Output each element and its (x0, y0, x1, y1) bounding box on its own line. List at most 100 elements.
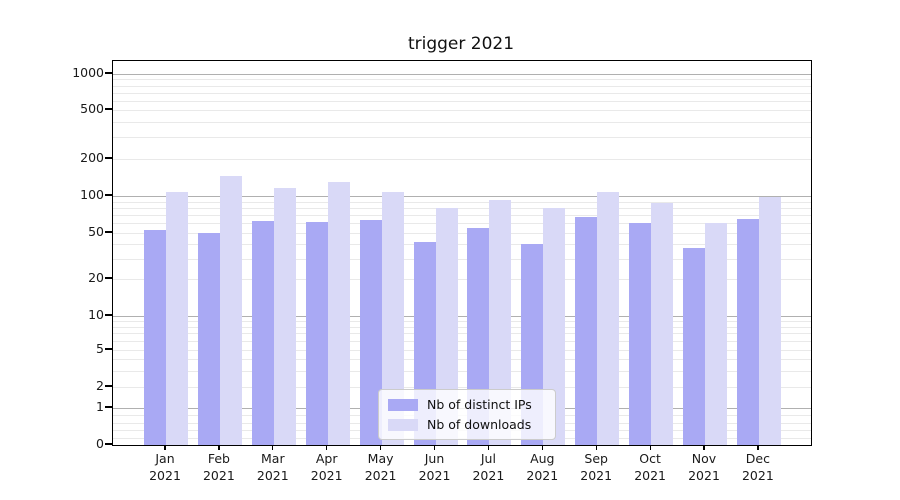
y-axis-tick-label: 10 (88, 307, 104, 322)
y-axis-tick-label: 1 (96, 399, 104, 414)
gridline-minor (113, 207, 811, 209)
bar-distinct-ips-feb (197, 233, 220, 445)
y-axis-tick-mark (105, 277, 112, 279)
x-axis-tick-mark (757, 445, 759, 450)
gridline-minor (113, 100, 811, 102)
y-axis-tick-label: 1000 (72, 65, 104, 80)
bar-downloads-jan (166, 191, 188, 445)
y-axis-tick-mark (105, 194, 112, 196)
gridline-minor (113, 85, 811, 87)
legend-label-downloads: Nb of downloads (427, 417, 532, 432)
bar-distinct-ips-sep (575, 216, 598, 445)
x-axis-tick-label: Mar 2021 (256, 451, 289, 483)
x-axis-tick-label: May 2021 (364, 451, 397, 483)
bar-distinct-ips-nov (683, 248, 705, 445)
gridline-minor (113, 223, 811, 225)
gridline-minor (113, 233, 811, 234)
y-axis-tick-mark (105, 385, 112, 387)
bar-downloads-aug (543, 207, 566, 445)
legend-item-downloads: Nb of downloads (388, 417, 546, 432)
gridline-minor (113, 387, 811, 388)
x-axis-tick-label: Apr 2021 (310, 451, 343, 483)
bar-distinct-ips-oct (629, 223, 652, 445)
y-axis-tick-mark (105, 314, 112, 316)
y-axis-tick-mark (105, 348, 112, 350)
bar-downloads-mar (273, 188, 296, 445)
gridline-major (113, 316, 811, 317)
legend-swatch-downloads (388, 418, 418, 431)
legend-label-distinct-ips: Nb of distinct IPs (427, 397, 532, 412)
gridline-minor (113, 201, 811, 203)
gridline-minor (113, 279, 811, 280)
gridline-minor (113, 321, 811, 323)
y-axis-tick-mark (105, 406, 112, 408)
x-axis-tick-mark (487, 445, 490, 450)
gridline-minor (113, 79, 811, 81)
gridline-minor (113, 92, 811, 94)
x-axis-tick-label: Dec 2021 (741, 451, 774, 483)
bar-downloads-jun (435, 207, 458, 445)
gridline-minor (113, 110, 811, 111)
gridline-minor (113, 244, 811, 246)
y-axis-tick-label: 200 (80, 150, 104, 165)
y-axis-tick-mark (105, 72, 112, 74)
bar-distinct-ips-apr (305, 221, 328, 445)
y-axis-tick-label: 0 (96, 436, 104, 451)
gridline-minor (113, 350, 811, 351)
y-axis-tick-label: 5 (96, 341, 104, 356)
x-axis-tick-label: Oct 2021 (634, 451, 666, 483)
bar-distinct-ips-may (359, 219, 382, 445)
gridline-minor (113, 370, 811, 372)
x-axis-tick-mark (433, 445, 436, 450)
x-axis-tick-mark (595, 445, 597, 450)
x-axis-tick-label: Sep 2021 (580, 451, 613, 483)
y-axis-tick-label: 500 (80, 101, 104, 116)
y-axis-tick-label: 100 (80, 187, 104, 202)
bar-downloads-dec (758, 197, 781, 445)
y-axis-tick-mark (105, 157, 112, 159)
x-axis-tick-mark (380, 445, 382, 450)
gridline-minor (113, 359, 811, 360)
gridline-minor (113, 258, 811, 260)
bar-downloads-jul (489, 199, 512, 445)
gridline-minor (113, 326, 811, 328)
bar-downloads-oct (651, 202, 674, 445)
x-axis-tick-mark (326, 445, 328, 450)
x-axis-tick-label: Jun 2021 (418, 451, 451, 483)
x-axis-tick-mark (703, 445, 705, 450)
y-axis-tick-label: 50 (88, 224, 104, 239)
gridline-minor (113, 341, 811, 343)
x-axis-tick-label: Feb 2021 (202, 451, 235, 483)
legend-item-distinct-ips: Nb of distinct IPs (388, 397, 546, 412)
gridline-minor (113, 333, 811, 335)
x-axis-tick-label: Jan 2021 (149, 451, 181, 483)
legend: Nb of distinct IPs Nb of downloads (378, 389, 556, 440)
x-axis-tick-mark (541, 445, 543, 450)
y-axis-tick-mark (105, 108, 112, 110)
gridline-minor (113, 159, 811, 160)
bar-downloads-apr (327, 182, 350, 445)
x-axis-tick-mark (164, 445, 166, 450)
y-axis-tick-mark (105, 443, 112, 445)
gridline-minor (113, 137, 811, 139)
plot-area (112, 60, 812, 446)
bar-downloads-feb (219, 176, 242, 445)
bar-distinct-ips-jan (144, 229, 166, 445)
x-axis-tick-label: Nov 2021 (688, 451, 720, 483)
y-axis-tick-label: 2 (96, 378, 104, 393)
bar-downloads-nov (705, 223, 727, 445)
bar-distinct-ips-dec (736, 218, 759, 445)
gridline-major (113, 74, 811, 75)
x-axis-tick-mark (272, 445, 274, 450)
gridline-minor (113, 121, 811, 123)
chart-title: trigger 2021 (407, 34, 515, 54)
legend-swatch-distinct-ips (388, 398, 418, 411)
bar-downloads-may (381, 191, 404, 445)
x-axis-tick-mark (649, 445, 651, 450)
gridline-major (113, 196, 811, 197)
x-axis-tick-mark (218, 445, 220, 450)
y-axis-tick-mark (105, 231, 112, 233)
bar-downloads-sep (597, 191, 620, 445)
bar-distinct-ips-mar (251, 220, 274, 445)
